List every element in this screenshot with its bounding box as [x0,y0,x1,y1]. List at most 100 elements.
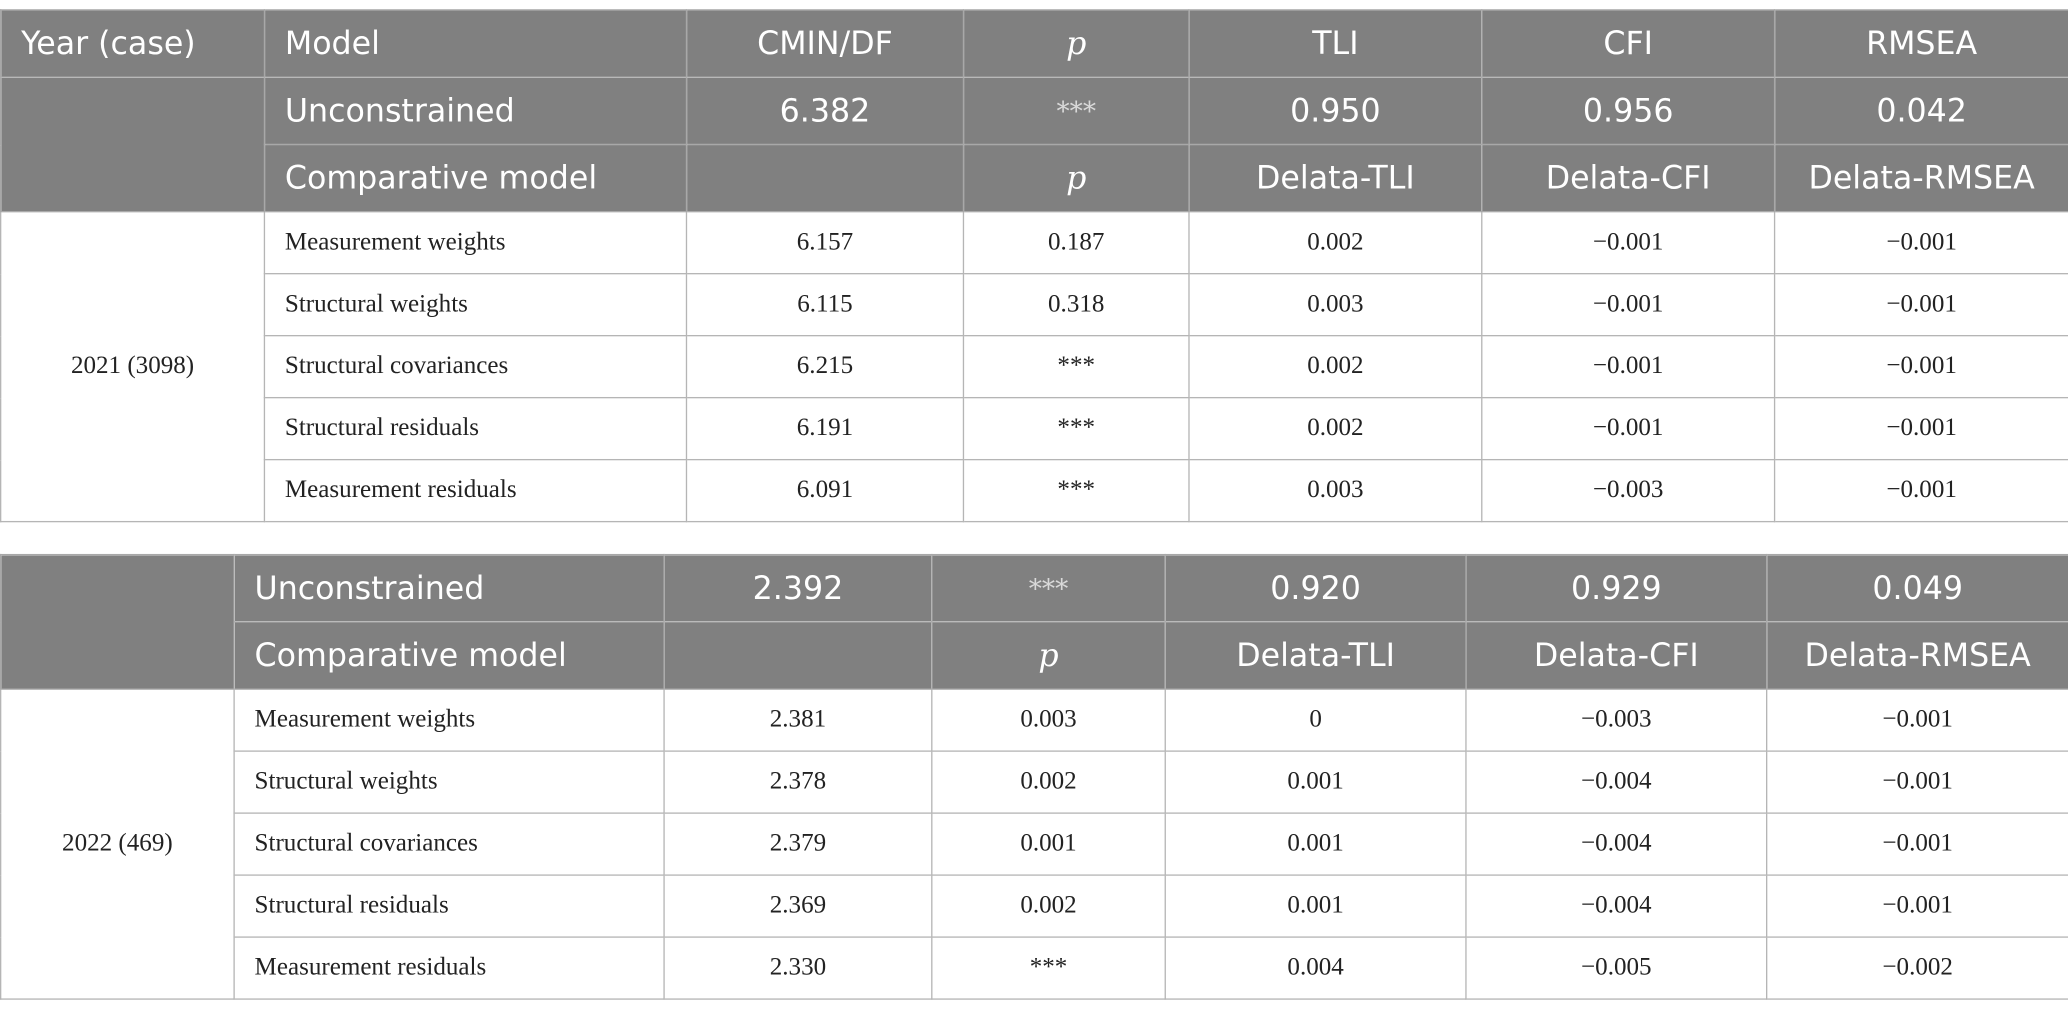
header-cell: RMSEA [1773,9,2068,78]
data-cell: 0.318 [962,273,1190,337]
header-cell: 0.956 [1481,76,1776,146]
data-cell: 6.157 [685,211,965,275]
data-row: Structural weights 2.378 0.002 0.001 −0.004−… [1,750,2068,814]
data-cell: 2.379 [663,812,933,876]
data-cell: 2.330 [663,936,933,1000]
header-cell: 2.392 [663,553,933,623]
header-cell: 0.049 [1766,553,2068,623]
data-cell: −0.001 [1773,211,2068,275]
data-cell: Measurement weights [233,688,665,752]
data-row: Measurement residuals 6.091 *** 0.003 −0.003… [1,458,2068,523]
header-cell: Comparative model [263,143,688,213]
data-cell: 6.091 [685,458,965,523]
header-cell: CMIN/DF [685,9,965,78]
data-cell: 0 [1164,688,1467,752]
data-cell: 0.001 [1164,750,1467,814]
data-cell: 0.002 [931,874,1166,938]
header-cell: Model [263,9,688,78]
header-cell: Delata-RMSEA [1766,621,2068,690]
data-cell: −0.004 [1465,750,1768,814]
data-cell: 0.001 [1164,812,1467,876]
data-cell: −0.005 [1465,936,1768,1000]
data-cell: −0.001 [1481,396,1776,461]
data-cell: Structural weights [233,750,665,814]
data-cell: *** [962,458,1190,523]
header-row: Year (case) Model CMIN/DF p TLI CFI RMSEA [0,9,2068,78]
header-cell: 6.382 [685,76,965,146]
data-cell: −0.002 [1766,936,2068,1000]
data-cell: 6.191 [685,396,965,461]
header-cell: Unconstrained [233,553,665,623]
blank-cell [0,76,266,213]
unconstrained-row: Unconstrained 2.392 *** 0.920 0.929 0.049 [0,553,2068,690]
data-cell: Measurement weights [263,211,688,275]
data-cell: 6.115 [685,273,965,337]
data-cell: −0.003 [1481,458,1776,523]
header-cell: TLI [1188,9,1483,78]
header-cell: 0.950 [1188,76,1483,146]
blank-cell [0,553,235,690]
header-cell: p [931,621,1166,690]
data-row: Structural weights 6.115 0.318 0.003 −0.001−… [1,273,2068,337]
year-cell: 2022 (469) [0,688,235,1000]
header-cell: Delata-RMSEA [1773,143,2068,213]
table-body: Year (case) Model CMIN/DF p TLI CFI RMSEA Uncon… [0,9,2068,523]
comparative-row: Comparative model p Delata-TLI Delata-CFI De… [1,621,2068,690]
header-cell: p [962,9,1190,78]
header-cell: CFI [1481,9,1776,78]
data-cell: 0.002 [931,750,1166,814]
data-cell: *** [962,396,1190,461]
data-cell: 0.003 [1188,273,1483,337]
data-cell: −0.001 [1481,273,1776,337]
data-cell: −0.004 [1465,812,1768,876]
data-row: Structural covariances 2.379 0.001 0.001 −0.… [1,812,2068,876]
data-cell: Structural covariances [233,812,665,876]
data-cell: −0.001 [1766,812,2068,876]
header-cell: Delata-CFI [1465,621,1768,690]
unconstrained-row: Unconstrained 6.382 *** 0.950 0.956 0.042 [0,76,2068,213]
data-cell: 0.002 [1188,396,1483,461]
data-row: 2022 (469) Measurement weights 2.381 0.003 0… [0,688,2068,1000]
data-cell: Structural weights [263,273,688,337]
data-cell: 0.003 [931,688,1166,752]
data-cell: −0.001 [1766,874,2068,938]
header-cell: Unconstrained [263,76,688,146]
data-cell: 0.002 [1188,211,1483,275]
data-row: Structural residuals 6.191 *** 0.002 −0.001−… [1,396,2068,461]
blank-cell [663,621,933,690]
table: Unconstrained 2.392 *** 0.920 0.929 0.049 Comp… [0,553,2068,1000]
header-cell: Delata-TLI [1188,143,1483,213]
data-cell: Measurement residuals [263,458,688,523]
data-cell: −0.001 [1773,335,2068,399]
data-cell: *** [931,936,1166,1000]
data-cell: 2.381 [663,688,933,752]
data-cell: Measurement residuals [233,936,665,1000]
header-cell: Year (case) [0,9,266,78]
header-cell: 0.920 [1164,553,1467,623]
data-cell: 0.002 [1188,335,1483,399]
blank-cell [685,143,965,213]
data-cell: 2.369 [663,874,933,938]
data-row: Measurement residuals 2.330 *** 0.004 −0.005… [1,936,2068,1000]
data-cell: 0.187 [962,211,1190,275]
data-row: Structural covariances 6.215 *** 0.002 −0.00… [1,335,2068,399]
data-cell: −0.003 [1465,688,1768,752]
header-cell: *** [931,553,1166,623]
data-cell: 2.378 [663,750,933,814]
header-cell: Delata-TLI [1164,621,1467,690]
header-cell: p [962,143,1190,213]
data-cell: −0.001 [1773,396,2068,461]
header-cell: Comparative model [233,621,665,690]
data-cell: 0.001 [931,812,1166,876]
table: Year (case) Model CMIN/DF p TLI CFI RMSEA Uncon… [0,9,2068,523]
data-cell: −0.001 [1766,688,2068,752]
data-cell: *** [962,335,1190,399]
table-body: Unconstrained 2.392 *** 0.920 0.929 0.049 Comp… [0,553,2068,1000]
data-row: 2021 (3098) Measurement weights 6.157 0.187… [0,211,2068,523]
data-cell: Structural covariances [263,335,688,399]
data-cell: −0.004 [1465,874,1768,938]
data-cell: Structural residuals [233,874,665,938]
data-cell: −0.001 [1773,458,2068,523]
header-cell: *** [962,76,1190,146]
